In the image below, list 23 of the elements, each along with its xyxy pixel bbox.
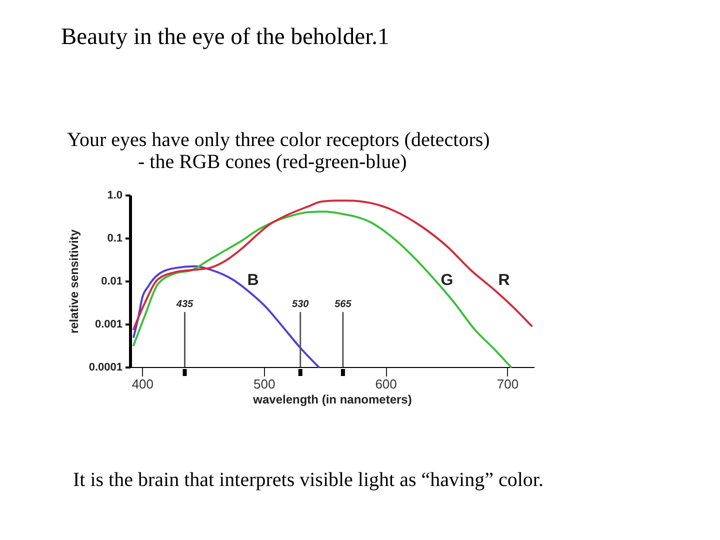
y-tick-label: 0.1	[107, 232, 122, 244]
x-tick-label: 700	[496, 376, 519, 392]
y-axis-title: relative sensitivity	[66, 229, 81, 334]
line-series	[132, 210, 512, 368]
y-tick-label: 0.0001	[88, 362, 122, 374]
x-tick-label: 600	[375, 376, 397, 392]
x-axis-title: wavelength (in nanometers)	[252, 392, 412, 406]
line-series	[132, 200, 533, 330]
text: It is the brain that interprets visible light as “having” color.	[73, 469, 544, 491]
line-series	[132, 265, 320, 368]
ref-line-label: 530	[292, 299, 310, 310]
y-tick-label: 1.0	[107, 190, 122, 202]
ref-line-label: 435	[175, 299, 194, 310]
ref-line-label: 565	[334, 299, 352, 310]
series-label: G	[440, 272, 454, 289]
x-tick-label: 400	[132, 376, 154, 392]
series-label: B	[247, 272, 259, 289]
y-tick-label: 0.01	[101, 276, 122, 288]
chart-title: Beauty in the eye of the beholder.1	[61, 24, 390, 50]
x-tick-label: 500	[254, 376, 276, 392]
y-tick-label: 0.001	[94, 318, 122, 330]
series-label: R	[498, 272, 510, 289]
chart-subtitle: Your eyes have only three color receptors (detectors) - the RGB cones (red-green-blue)	[67, 129, 490, 173]
